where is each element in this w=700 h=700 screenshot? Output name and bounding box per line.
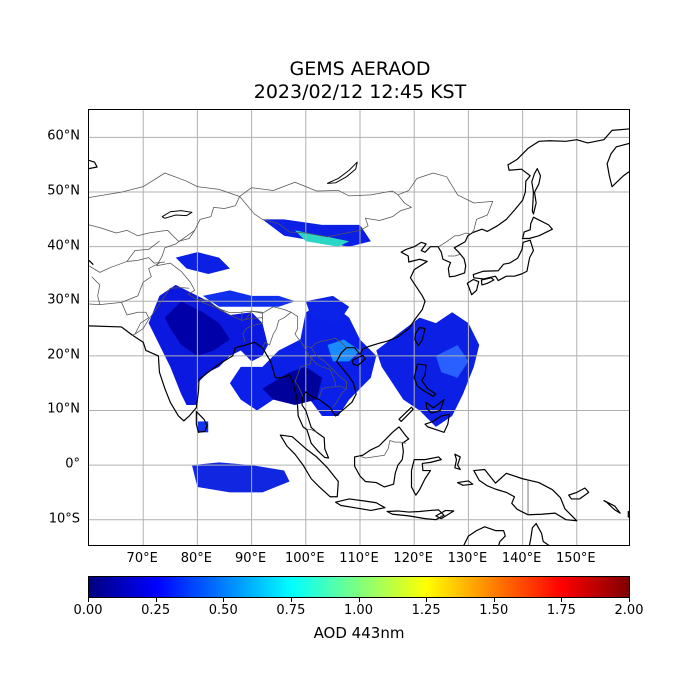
colorbar-tick-mark	[223, 598, 225, 602]
aod-swath-north-china-cyan	[294, 230, 350, 247]
coastline-solomon	[603, 499, 629, 518]
coastline-luzon	[413, 363, 437, 397]
map-gridlines	[89, 110, 629, 545]
colorbar-tick-label: 0.50	[208, 603, 238, 618]
coastline-caspian	[89, 159, 98, 266]
colorbar-tick-label: 0.75	[276, 603, 306, 618]
aod-swath-north-china	[262, 219, 371, 247]
aod-swath-indochina-dense	[262, 366, 323, 406]
coastline-palawan	[398, 406, 414, 423]
lon-tick-label: 130°E	[447, 551, 488, 566]
map-frame	[88, 109, 630, 546]
coastline-newbritain	[568, 487, 590, 500]
coastline-australia	[463, 522, 550, 545]
colorbar-tick-label: 1.00	[344, 603, 373, 618]
coastline-sakhalin	[531, 168, 542, 215]
colorbar-tick-label: 1.75	[546, 603, 576, 618]
lat-tick-label: 30°N	[47, 292, 80, 308]
colorbar-tick-mark	[493, 598, 495, 602]
lon-tick-label: 80°E	[180, 551, 213, 566]
lat-tick-label: 0°	[65, 456, 80, 472]
lon-tick-label: 70°E	[126, 551, 158, 566]
lon-tick-label: 110°E	[339, 551, 379, 566]
aod-swath-indian-ocean	[191, 462, 290, 493]
coastline-visayas	[425, 398, 445, 414]
lat-tick-label: 10°S	[48, 511, 80, 527]
coastline-sumatra	[279, 434, 339, 498]
aod-swath-mid	[202, 290, 295, 307]
colorbar-tick-label: 0.25	[141, 603, 171, 618]
title-line-2: 2023/02/12 12:45 KST	[253, 81, 467, 103]
coastline-hokkaido	[522, 216, 554, 240]
map-title: GEMS AERAOD 2023/02/12 12:45 KST	[0, 58, 700, 104]
aod-swath-philippines-light	[435, 344, 469, 378]
coastline-taiwan	[414, 326, 426, 347]
coastline-balkhash	[161, 210, 193, 219]
coastline-lesser-sunda	[386, 509, 445, 521]
lat-tick-label: 60°N	[47, 128, 80, 144]
aod-swath-sichuan	[305, 295, 350, 324]
coastline-shikoku	[480, 277, 495, 286]
lat-tick-label: 20°N	[47, 347, 80, 363]
colorbar-tick-label: 1.50	[479, 603, 509, 618]
geo-layer	[89, 128, 629, 545]
colorbar-tick-mark	[358, 598, 360, 602]
colorbar-tick-label: 0.00	[73, 603, 103, 618]
colorbar-tick-mark	[561, 598, 563, 602]
coastline-kamchatka	[606, 142, 629, 188]
colorbar	[88, 576, 630, 598]
coastline-borneo	[353, 426, 410, 488]
coastline-kyushu	[466, 278, 480, 296]
lon-tick-label: 150°E	[556, 551, 596, 566]
coastline-timor	[435, 509, 455, 520]
country-borders	[89, 172, 529, 518]
coastline-mainland	[89, 128, 629, 459]
coastline-baikal	[326, 161, 358, 184]
colorbar-tick-label: 1.25	[411, 603, 441, 618]
coastline-java	[335, 498, 386, 512]
coastline-seram	[456, 480, 474, 486]
colorbar-tick-mark	[88, 598, 89, 602]
colorbar-tick-label: 2.00	[614, 603, 644, 618]
colorbar-tick-mark	[426, 598, 428, 602]
coastline-sulawesi	[410, 456, 442, 496]
aod-swath-tibet	[175, 252, 230, 274]
colorbar-tick-mark	[155, 598, 157, 602]
colorbar-label: AOD 443nm	[313, 624, 405, 642]
aod-swath-philippines	[376, 312, 480, 427]
coastline-halmahera	[454, 453, 461, 471]
aod-data-layer	[148, 219, 480, 493]
lat-tick-label: 10°N	[47, 401, 80, 417]
colorbar-tick-mark	[629, 598, 630, 602]
coastline-newguinea	[473, 468, 578, 522]
title-line-1: GEMS AERAOD	[289, 58, 431, 80]
lat-tick-label: 40°N	[47, 238, 80, 254]
map-canvas	[89, 110, 629, 545]
colorbar-tick-mark	[290, 598, 292, 602]
coastline-mindanao	[424, 413, 451, 433]
lat-tick-label: 50°N	[47, 183, 80, 199]
lon-tick-label: 100°E	[285, 551, 325, 566]
coastline-hainan	[351, 354, 367, 367]
coastline-srilanka	[195, 410, 208, 433]
lon-tick-label: 140°E	[501, 551, 542, 566]
lon-tick-label: 90°E	[234, 551, 267, 566]
lon-tick-label: 120°E	[393, 551, 433, 566]
